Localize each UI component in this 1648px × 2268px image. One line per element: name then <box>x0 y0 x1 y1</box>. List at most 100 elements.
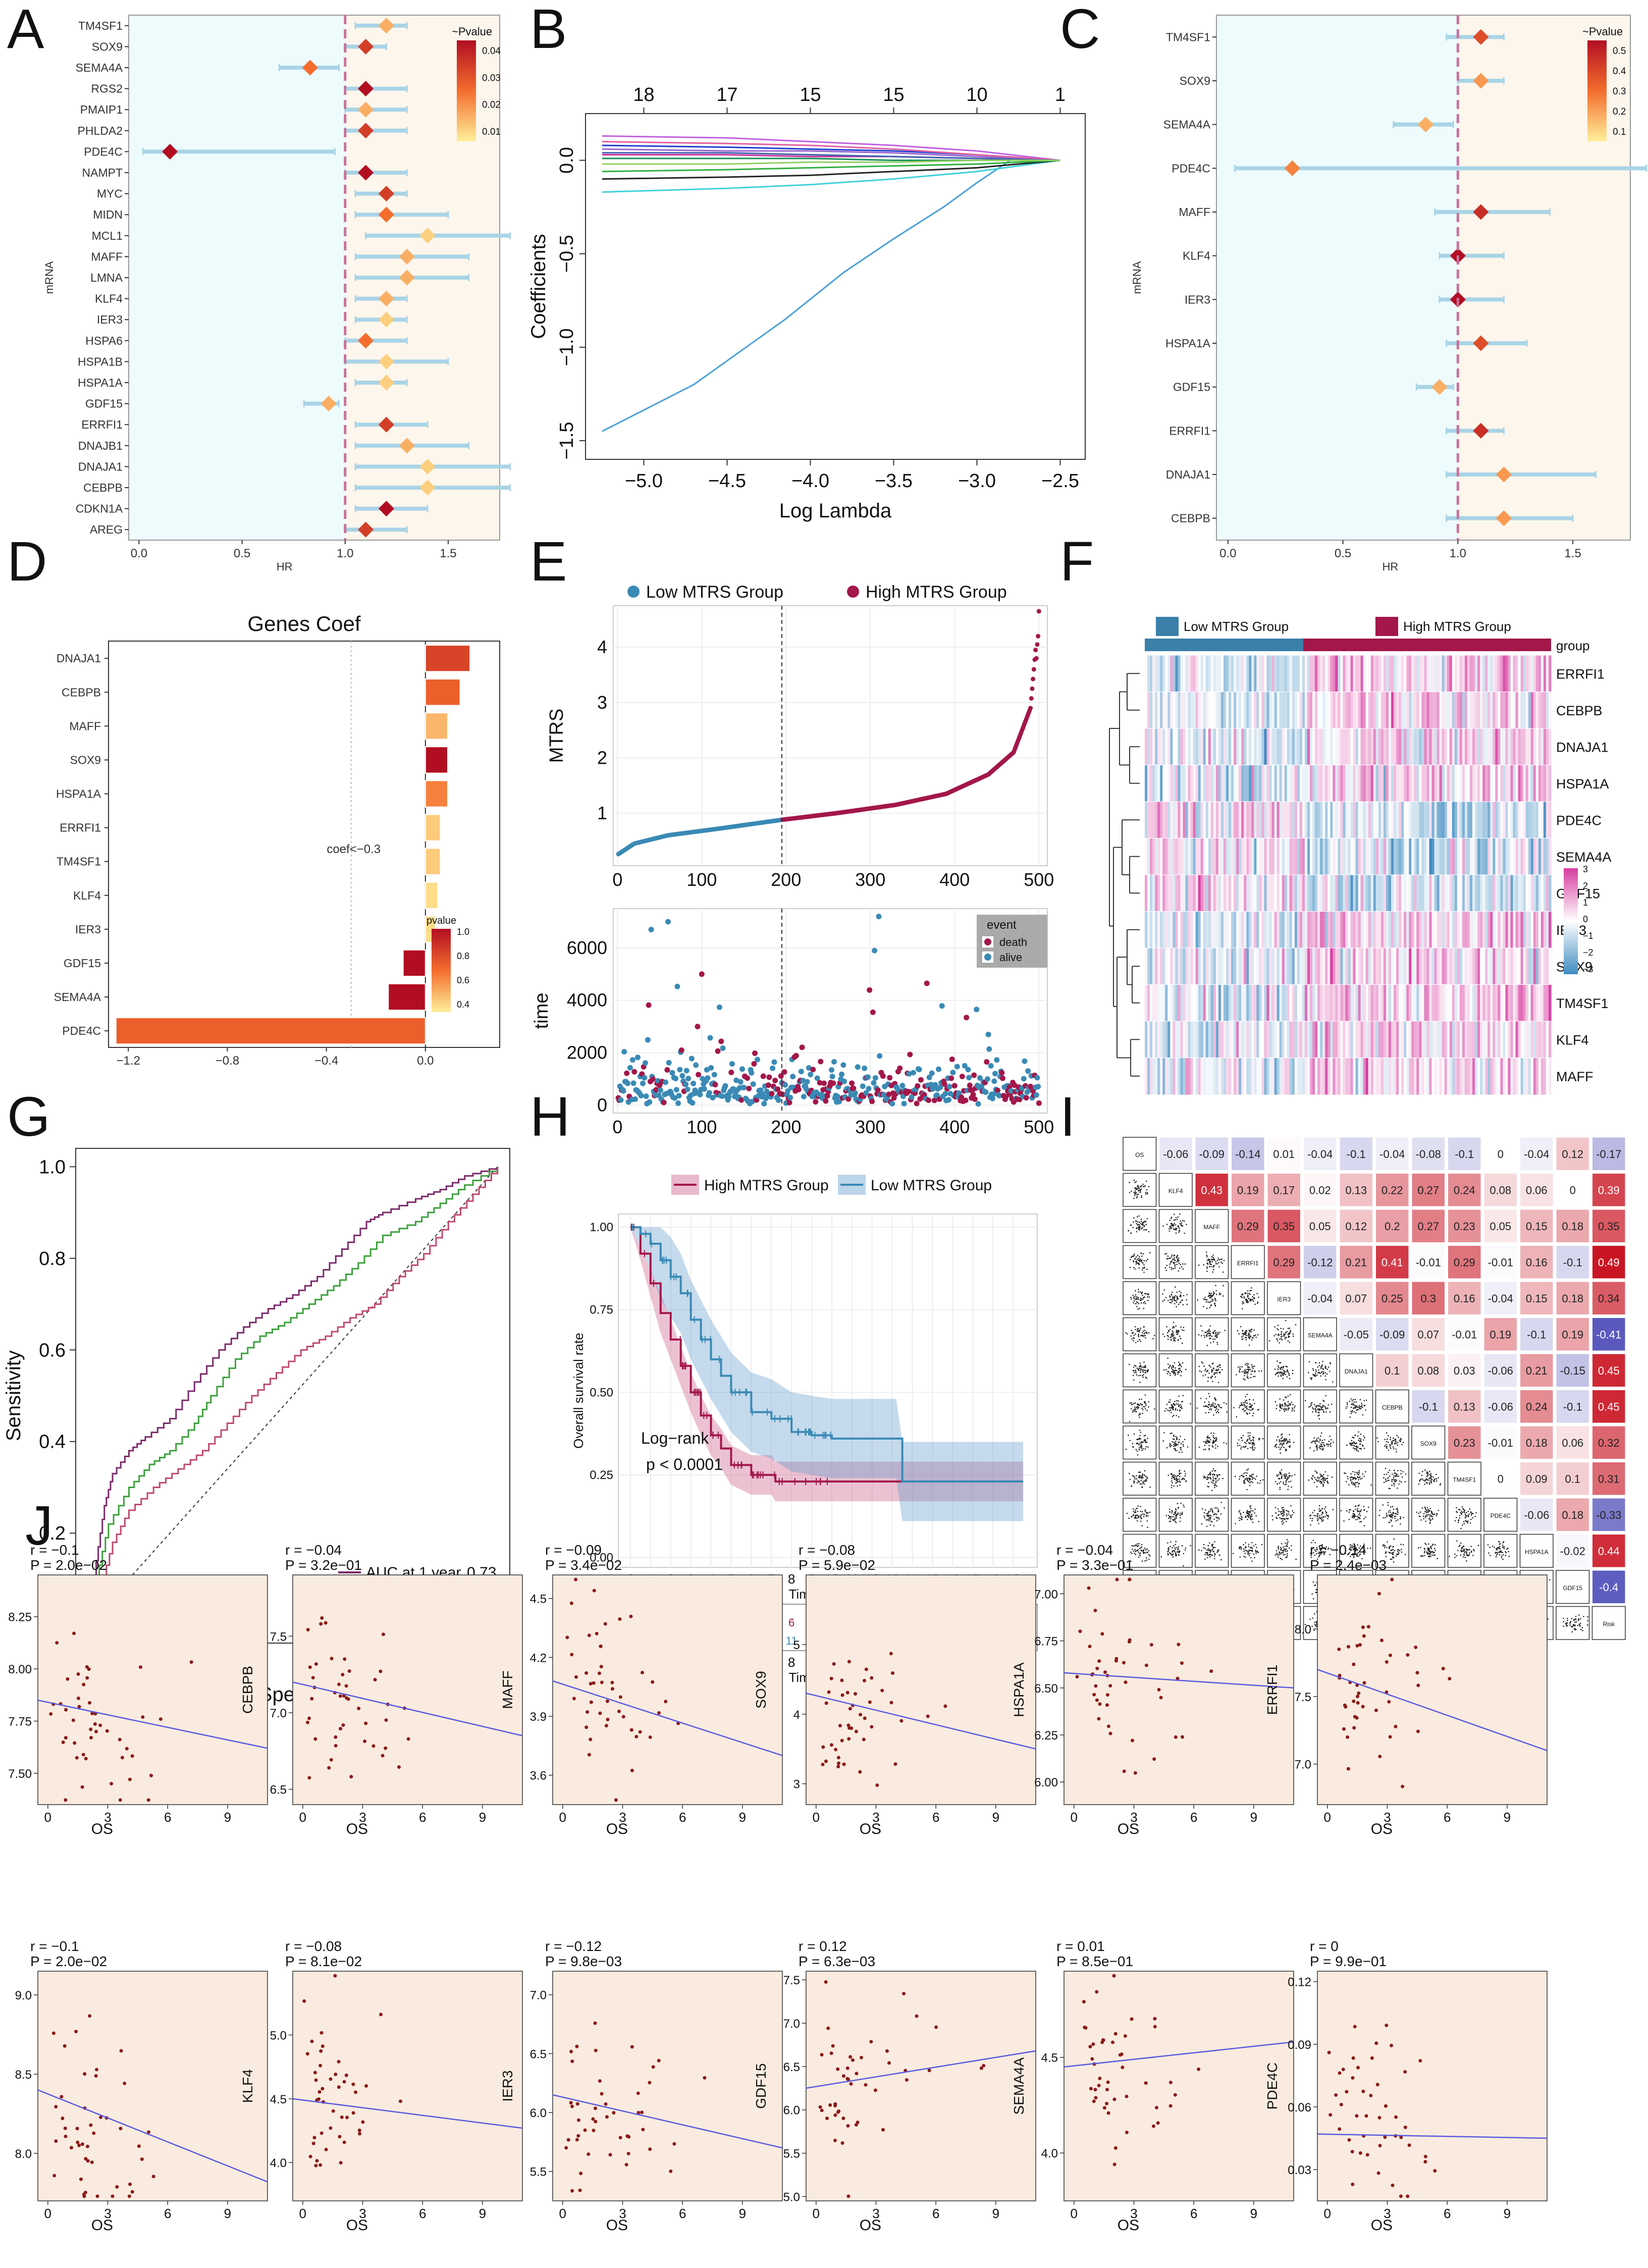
correlation-value: -0.05 <box>1344 1328 1369 1341</box>
heatmap-cell <box>1487 765 1491 802</box>
scatter-dot <box>1245 1337 1246 1339</box>
survival-point <box>661 1100 667 1105</box>
heatmap-cell <box>1526 692 1529 729</box>
heatmap-cell <box>1445 765 1448 802</box>
scatter-dot <box>1135 1294 1137 1296</box>
heatmap-cell <box>1500 838 1503 875</box>
heatmap-cell <box>1325 985 1328 1022</box>
legend-tick: 0.01 <box>482 127 501 137</box>
heatmap-cell <box>1544 948 1547 985</box>
correlation-value: 0.18 <box>1562 1220 1583 1233</box>
scatter-dot <box>1221 1262 1223 1264</box>
heatmap-cell <box>1521 875 1524 912</box>
heatmap-cell <box>1307 802 1310 838</box>
survival-point <box>991 1078 997 1084</box>
heatmap-cell <box>1213 912 1216 948</box>
heatmap-cell <box>1531 838 1534 875</box>
scatter-dot <box>1207 1377 1209 1379</box>
heatmap-cell <box>1351 728 1354 765</box>
heatmap-cell <box>1322 655 1325 692</box>
heatmap-cell <box>1178 728 1181 765</box>
heatmap-cell <box>1450 912 1453 948</box>
heatmap-cell <box>1287 838 1290 875</box>
heatmap-cell <box>1155 875 1158 912</box>
heatmap-cell <box>1325 948 1328 985</box>
heatmap-cell <box>1460 1021 1463 1058</box>
heatmap-cell <box>1152 912 1155 948</box>
scatter-dot <box>1149 1296 1150 1298</box>
scatter-dot <box>1320 1368 1322 1369</box>
heatmap-cell <box>1544 655 1547 692</box>
heatmap-cell <box>1216 1021 1219 1058</box>
scatter-dot <box>1246 1337 1247 1339</box>
scatter-dot <box>1166 1258 1167 1259</box>
heatmap-cell <box>1167 655 1171 692</box>
heatmap-cell <box>1455 802 1458 838</box>
heatmap-cell <box>1528 875 1531 912</box>
heatmap-cell <box>1345 985 1348 1022</box>
heatmap-cell <box>1513 985 1516 1022</box>
heatmap-cell <box>1274 728 1278 765</box>
heatmap-cell <box>1178 948 1181 985</box>
heatmap-cell <box>1147 912 1150 948</box>
scatter-dot <box>1315 1362 1316 1363</box>
scatter-dot <box>1172 1336 1174 1337</box>
scatter-dot <box>1277 1373 1279 1374</box>
heatmap-cell <box>1249 802 1252 838</box>
scatter-dot <box>1212 1381 1213 1382</box>
scatter-dot <box>1243 1378 1245 1380</box>
heatmap-cell <box>1401 948 1404 985</box>
heatmap-cell <box>1322 838 1325 875</box>
heatmap-cell <box>1315 655 1318 692</box>
heatmap-cell <box>1285 1058 1288 1095</box>
heatmap-cell <box>1290 1058 1293 1095</box>
heatmap-cell <box>1178 838 1181 875</box>
scatter-dot <box>1243 1371 1245 1373</box>
scatter-dot <box>1143 1374 1144 1376</box>
heatmap-cell <box>1450 875 1453 912</box>
scatter-dot <box>1147 1369 1149 1370</box>
survival-point <box>677 1067 682 1072</box>
heatmap-cell <box>1198 1058 1201 1095</box>
x-tick-label: 0 <box>612 1117 622 1137</box>
heatmap-cell <box>1269 728 1272 765</box>
heatmap-cell <box>1546 875 1549 912</box>
scatter-dot <box>1199 1366 1200 1367</box>
survival-point <box>808 1072 813 1077</box>
heatmap-cell <box>1229 948 1232 985</box>
heatmap-cell <box>1191 985 1194 1022</box>
heatmap-cell <box>1421 1058 1424 1095</box>
heatmap-cell <box>1226 728 1229 765</box>
heatmap-cell <box>1208 802 1211 838</box>
scatter-dot <box>1179 1228 1180 1229</box>
scatter-dot <box>1206 1299 1208 1301</box>
survival-point <box>631 1080 636 1086</box>
heatmap-cell <box>1155 838 1158 875</box>
survival-point <box>924 980 930 986</box>
heatmap-cell <box>1287 802 1290 838</box>
scatter-dot <box>1182 1299 1183 1301</box>
heatmap-cell <box>1505 912 1508 948</box>
survival-point <box>954 1064 960 1069</box>
survival-point <box>770 1066 775 1071</box>
heatmap-cell <box>1389 912 1392 948</box>
heatmap-cell <box>1295 655 1298 692</box>
heatmap-cell <box>1518 728 1521 765</box>
heatmap-cell <box>1386 838 1389 875</box>
bar-TM4SF1 <box>426 849 440 875</box>
heatmap-cell <box>1381 728 1384 765</box>
heatmap-cell <box>1234 802 1237 838</box>
heatmap-cell <box>1180 838 1183 875</box>
heatmap-cell <box>1295 985 1298 1022</box>
heatmap-cell <box>1416 765 1419 802</box>
heatmap-cell <box>1348 802 1351 838</box>
survival-point <box>684 1068 689 1073</box>
colorbar-tick: −3 <box>1583 964 1593 974</box>
heatmap-cell <box>1434 765 1438 802</box>
heatmap-cell <box>1460 802 1463 838</box>
scatter-dot <box>1171 1294 1173 1296</box>
x-tick-label: −2.5 <box>1041 470 1079 492</box>
heatmap-cell <box>1167 692 1171 729</box>
heatmap-cell <box>1386 985 1389 1022</box>
y-tick-label: 6000 <box>567 937 607 958</box>
